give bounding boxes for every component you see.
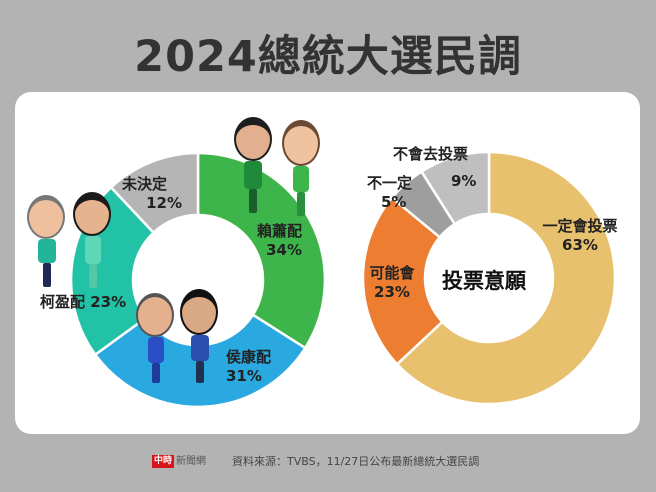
label-not-sure: 不一定 5%: [367, 174, 421, 212]
footer: 中時 新聞網 資料來源：TVBS，11/27日公布最新總統大選民調: [0, 455, 656, 471]
segment-will-not-vote: [419, 150, 491, 226]
label-hou-kang: 侯康配 31%: [226, 348, 271, 386]
face-icon: [73, 192, 111, 236]
candidate-figure-jaw: [180, 289, 220, 386]
legs-shape: [249, 189, 257, 213]
segment-definitely-vote: [395, 150, 617, 406]
segment-value: 12%: [146, 194, 182, 212]
legs-shape: [43, 263, 51, 287]
candidate-figure-hsiao: [280, 120, 324, 218]
label-lai-hsiao: 賴蕭配 34%: [248, 222, 302, 260]
segment-name: 侯康配: [226, 348, 272, 366]
chinatimes-logo-mark: 中時: [152, 455, 174, 468]
segment-value: 5%: [381, 193, 407, 211]
candidate-figure-lai: [232, 117, 276, 215]
chinatimes-logo-text: 新聞網: [176, 456, 206, 467]
label-undecided: 未決定 12%: [122, 175, 182, 213]
face-icon: [136, 293, 174, 337]
face-icon: [27, 195, 65, 239]
body-shape: [148, 337, 164, 363]
legs-shape: [89, 264, 97, 288]
segment-value: 34%: [266, 241, 302, 259]
body-shape: [244, 161, 262, 189]
face-icon: [180, 289, 218, 335]
segment-maybe: [361, 195, 445, 366]
body-shape: [85, 236, 101, 264]
segment-name: 賴蕭配: [256, 222, 302, 240]
legs-shape: [196, 361, 204, 383]
candidate-figure-wu: [73, 192, 113, 292]
right-chart-center-label: 投票意願: [442, 269, 526, 293]
segment-name: 一定會投票: [542, 217, 618, 235]
segment-name: 不一定: [367, 174, 413, 192]
body-shape: [293, 166, 309, 192]
segment-value: 63%: [562, 236, 598, 254]
label-definitely-vote: 一定會投票 63%: [538, 217, 622, 255]
face-icon: [282, 120, 320, 166]
legs-shape: [152, 363, 160, 383]
body-shape: [38, 239, 56, 263]
label-will-not-vote: 不會去投票 9%: [393, 145, 479, 191]
segment-undecided: [109, 151, 200, 235]
page-title: 2024總統大選民調: [134, 32, 522, 82]
segment-value: 23%: [374, 283, 410, 301]
legs-shape: [297, 192, 305, 216]
source-note: 資料來源：TVBS，11/27日公布最新總統大選民調: [232, 455, 480, 468]
segment-name: 可能會: [369, 264, 415, 282]
candidate-figure-ko: [27, 195, 67, 290]
label-maybe: 可能會 23%: [368, 264, 416, 302]
candidate-figure-hou: [136, 293, 176, 385]
right-donut: [361, 150, 617, 406]
body-shape: [191, 335, 209, 361]
label-ko-ying: 柯盈配 23%: [40, 293, 127, 311]
segment-lai-hsiao: [196, 151, 327, 350]
face-icon: [234, 117, 272, 161]
segment-value: 9%: [451, 172, 477, 190]
segment-name: 未決定: [122, 175, 168, 193]
segment-name: 不會去投票: [393, 145, 469, 163]
segment-value: 31%: [226, 367, 262, 385]
